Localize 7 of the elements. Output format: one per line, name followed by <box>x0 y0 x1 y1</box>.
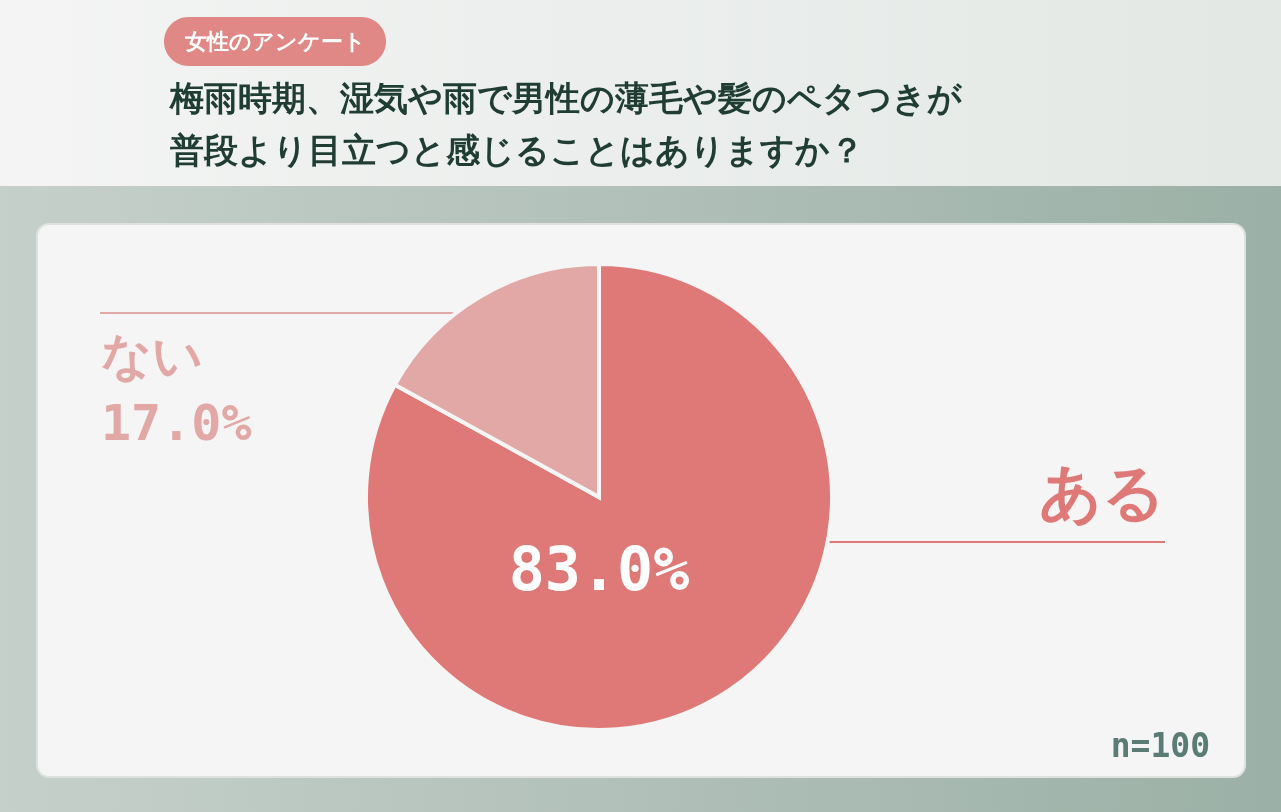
data-label: 17.0% <box>101 394 252 452</box>
text: n=100 <box>1110 726 1210 765</box>
data-label: 83.0% <box>508 534 690 604</box>
chart-subtitle: 女性のアンケート <box>183 29 366 54</box>
chart-title: 梅雨時期、湿気や雨で男性の薄毛や髪のペタつきが普段より目立つと感じることはありますか？ <box>168 78 963 170</box>
slice-label: ある <box>1039 456 1165 529</box>
slice-label: ない <box>101 327 203 385</box>
